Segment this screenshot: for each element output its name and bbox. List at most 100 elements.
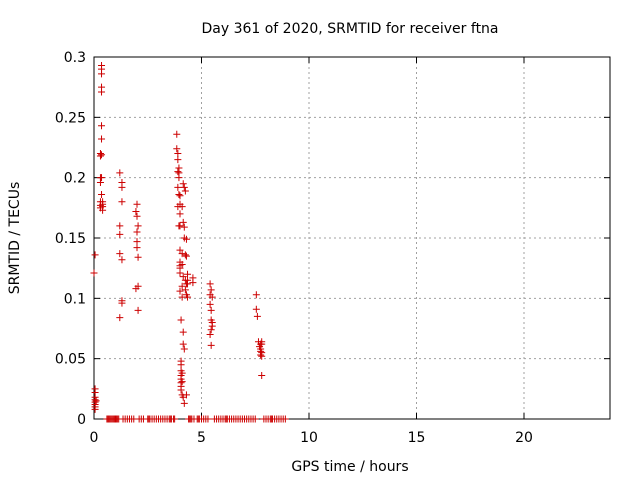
data-point	[252, 291, 260, 299]
data-point	[252, 305, 260, 313]
data-point	[116, 169, 124, 177]
x-tick-label: 15	[408, 430, 426, 446]
data-point	[134, 253, 142, 261]
data-point	[96, 178, 104, 186]
y-axis-label: SRMTID / TECUs	[7, 182, 23, 295]
y-tick-label: 0.1	[64, 291, 86, 307]
data-point	[176, 287, 184, 295]
data-point	[182, 252, 190, 260]
data-point	[98, 88, 106, 96]
data-point	[171, 415, 179, 423]
data-point	[98, 174, 106, 182]
data-point	[91, 251, 99, 259]
data-point	[177, 361, 185, 369]
data-point	[133, 200, 141, 208]
data-point	[176, 246, 184, 254]
data-point	[134, 282, 142, 290]
data-point	[118, 183, 126, 191]
data-point	[175, 174, 183, 182]
data-point	[98, 191, 106, 199]
data-point	[118, 198, 126, 206]
data-point	[189, 279, 197, 287]
data-point	[174, 168, 182, 176]
x-tick-label: 10	[300, 430, 318, 446]
y-tick-label: 0.15	[55, 231, 86, 247]
y-tick-label: 0.3	[64, 50, 86, 66]
data-point	[116, 222, 124, 230]
data-point	[178, 369, 186, 377]
data-point	[253, 312, 261, 320]
data-point	[116, 230, 124, 238]
data-point	[204, 415, 212, 423]
data-points	[90, 61, 289, 423]
grid	[94, 57, 610, 419]
data-point	[182, 391, 190, 399]
y-tick-label: 0.2	[64, 171, 86, 187]
data-point	[208, 293, 216, 301]
x-tick-labels: 0 5 10 15 20	[90, 430, 533, 446]
data-point	[134, 222, 142, 230]
data-point	[133, 244, 141, 252]
data-point	[207, 326, 215, 334]
y-tick-label: 0.05	[55, 352, 86, 368]
data-point	[178, 261, 186, 269]
y-tick-label: 0	[77, 412, 86, 428]
data-point	[116, 250, 124, 258]
data-point	[179, 180, 187, 188]
data-point	[98, 151, 106, 159]
data-point	[134, 306, 142, 314]
data-point	[91, 405, 99, 413]
data-point	[178, 282, 186, 290]
data-point	[175, 191, 183, 199]
data-point	[98, 70, 106, 78]
y-tick-label: 0.25	[55, 110, 86, 126]
x-tick-label: 20	[515, 430, 533, 446]
data-point	[208, 322, 216, 330]
data-point	[118, 256, 126, 264]
data-point	[180, 399, 188, 407]
data-point	[176, 210, 184, 218]
data-point	[251, 415, 259, 423]
data-point	[179, 340, 187, 348]
data-point	[173, 145, 181, 153]
data-point	[98, 135, 106, 143]
data-point	[206, 300, 214, 308]
data-point	[133, 238, 141, 246]
x-tick-label: 0	[90, 430, 99, 446]
data-point	[178, 378, 186, 386]
data-point	[207, 341, 215, 349]
data-point	[174, 150, 182, 158]
x-tick-label: 5	[197, 430, 206, 446]
data-point	[132, 207, 140, 215]
data-point	[174, 156, 182, 164]
data-point	[179, 273, 187, 281]
data-point	[177, 316, 185, 324]
data-point	[181, 187, 189, 195]
data-point	[99, 206, 107, 214]
x-axis-label: GPS time / hours	[291, 459, 408, 475]
data-point	[98, 122, 106, 130]
data-point	[181, 286, 189, 294]
data-point	[184, 280, 192, 288]
data-point	[258, 340, 266, 348]
data-point	[90, 269, 98, 277]
data-point	[206, 331, 214, 339]
data-point	[184, 270, 192, 278]
data-point	[133, 228, 141, 236]
data-point	[181, 251, 189, 259]
data-point	[176, 222, 184, 230]
data-point	[281, 415, 289, 423]
data-point	[180, 223, 188, 231]
data-point	[133, 212, 141, 220]
data-point	[116, 314, 124, 322]
data-point	[178, 203, 186, 211]
data-point	[180, 345, 188, 353]
data-point	[258, 352, 266, 360]
data-point	[182, 235, 190, 243]
data-point	[179, 218, 187, 226]
data-point	[180, 183, 188, 191]
data-point	[118, 299, 126, 307]
data-point	[176, 269, 184, 277]
data-point	[179, 328, 187, 336]
data-point	[96, 152, 104, 160]
